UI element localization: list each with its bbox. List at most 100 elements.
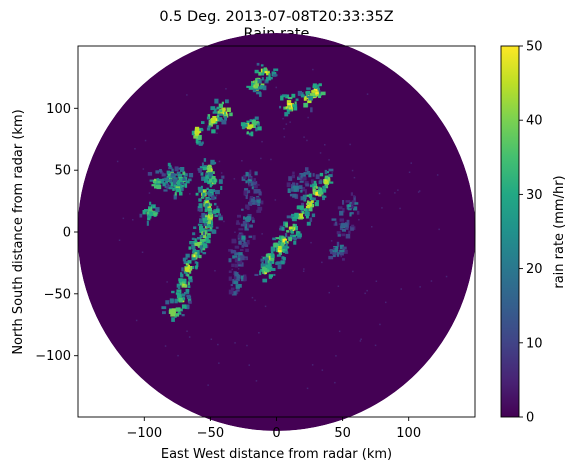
speckle-cell — [340, 255, 342, 258]
precip-cell — [297, 176, 301, 180]
precip-cell — [316, 84, 320, 89]
precip-cell — [238, 233, 242, 239]
precip-cell — [342, 246, 346, 250]
precip-cell — [285, 242, 288, 248]
radar-background — [77, 33, 476, 431]
precip-cell — [153, 205, 155, 208]
precip-cell — [218, 217, 223, 221]
precip-cell — [349, 213, 352, 217]
speckle-cell — [166, 281, 168, 283]
precip-cell — [149, 179, 154, 182]
precip-cell — [253, 178, 256, 182]
speckle-cell — [371, 226, 373, 228]
precip-cell — [162, 311, 166, 315]
speckle-cell — [359, 340, 362, 342]
precip-cell — [245, 180, 248, 184]
precip-cell — [191, 130, 195, 136]
precip-cell — [252, 199, 256, 203]
speckle-cell — [215, 194, 218, 197]
precip-cell — [184, 292, 187, 295]
precip-cell — [204, 236, 209, 242]
precip-cell — [268, 73, 271, 78]
speckle-cell — [334, 381, 336, 384]
speckle-cell — [400, 288, 402, 290]
precip-cell — [328, 168, 334, 172]
precip-cell — [249, 224, 253, 228]
precip-cell — [238, 240, 241, 245]
precip-cell — [161, 173, 166, 177]
precip-cell — [326, 175, 331, 178]
speckle-cell — [122, 217, 125, 220]
precip-cell — [322, 195, 327, 198]
precip-cell — [318, 189, 322, 195]
precip-cell — [154, 185, 158, 189]
precip-cell — [218, 111, 224, 116]
precip-cell — [202, 217, 208, 221]
precip-cell — [174, 166, 179, 172]
speckle-cell — [142, 168, 145, 170]
precip-cell — [300, 94, 305, 98]
speckle-cell — [375, 280, 378, 282]
precip-cell — [299, 205, 304, 210]
precip-cell — [242, 239, 245, 242]
precip-cell — [216, 106, 220, 110]
precip-cell — [298, 174, 302, 178]
precip-cell — [255, 196, 260, 200]
precip-cell — [280, 260, 285, 265]
precip-cell — [210, 159, 215, 165]
precip-cell — [186, 289, 190, 293]
precip-cell — [220, 186, 223, 190]
precip-cell — [316, 93, 322, 96]
precip-cell — [305, 208, 308, 212]
precip-cell — [282, 94, 287, 97]
precip-cell — [279, 225, 284, 230]
precip-cell — [183, 173, 188, 177]
precip-cell — [234, 245, 240, 249]
speckle-cell — [148, 192, 151, 194]
speckle-cell — [324, 144, 326, 146]
precip-cell — [271, 248, 276, 251]
precip-cell — [192, 232, 196, 236]
precip-cell — [296, 205, 300, 210]
speckle-cell — [141, 251, 144, 253]
precip-cell — [251, 86, 256, 89]
precip-cell — [305, 93, 309, 97]
precip-cell — [276, 254, 281, 257]
precip-cell — [149, 201, 152, 206]
precip-cell — [284, 112, 289, 117]
precip-cell — [195, 126, 200, 132]
precip-cell — [305, 167, 309, 172]
precip-cell — [177, 286, 181, 289]
precip-cell — [251, 218, 255, 221]
precip-cell — [206, 229, 211, 232]
precip-cell — [280, 242, 285, 247]
precip-cell — [188, 246, 191, 250]
precip-cell — [207, 167, 212, 172]
precip-cell — [169, 178, 173, 184]
precip-cell — [257, 203, 261, 207]
precip-cell — [202, 166, 207, 171]
precip-cell — [312, 91, 316, 95]
precip-cell — [261, 77, 264, 81]
precip-cell — [240, 277, 246, 282]
precip-cell — [172, 178, 177, 183]
western-band — [161, 158, 225, 322]
precip-cell — [205, 174, 210, 180]
precip-cell — [199, 187, 203, 193]
precip-cell — [159, 179, 164, 182]
speckle-cell — [417, 191, 420, 193]
precip-cell — [185, 253, 190, 258]
precip-cell — [298, 185, 303, 190]
precip-cell — [252, 235, 256, 240]
precip-cell — [173, 184, 179, 187]
precip-cell — [291, 234, 296, 238]
precip-cell — [146, 220, 149, 226]
precip-cell — [203, 158, 207, 162]
speckle-cell — [306, 387, 309, 390]
precip-cell — [315, 87, 320, 91]
precip-cell — [258, 86, 263, 90]
precip-cell — [173, 184, 177, 190]
precip-cell — [200, 128, 204, 132]
precip-cell — [246, 190, 251, 194]
speckle-cell — [311, 364, 314, 366]
